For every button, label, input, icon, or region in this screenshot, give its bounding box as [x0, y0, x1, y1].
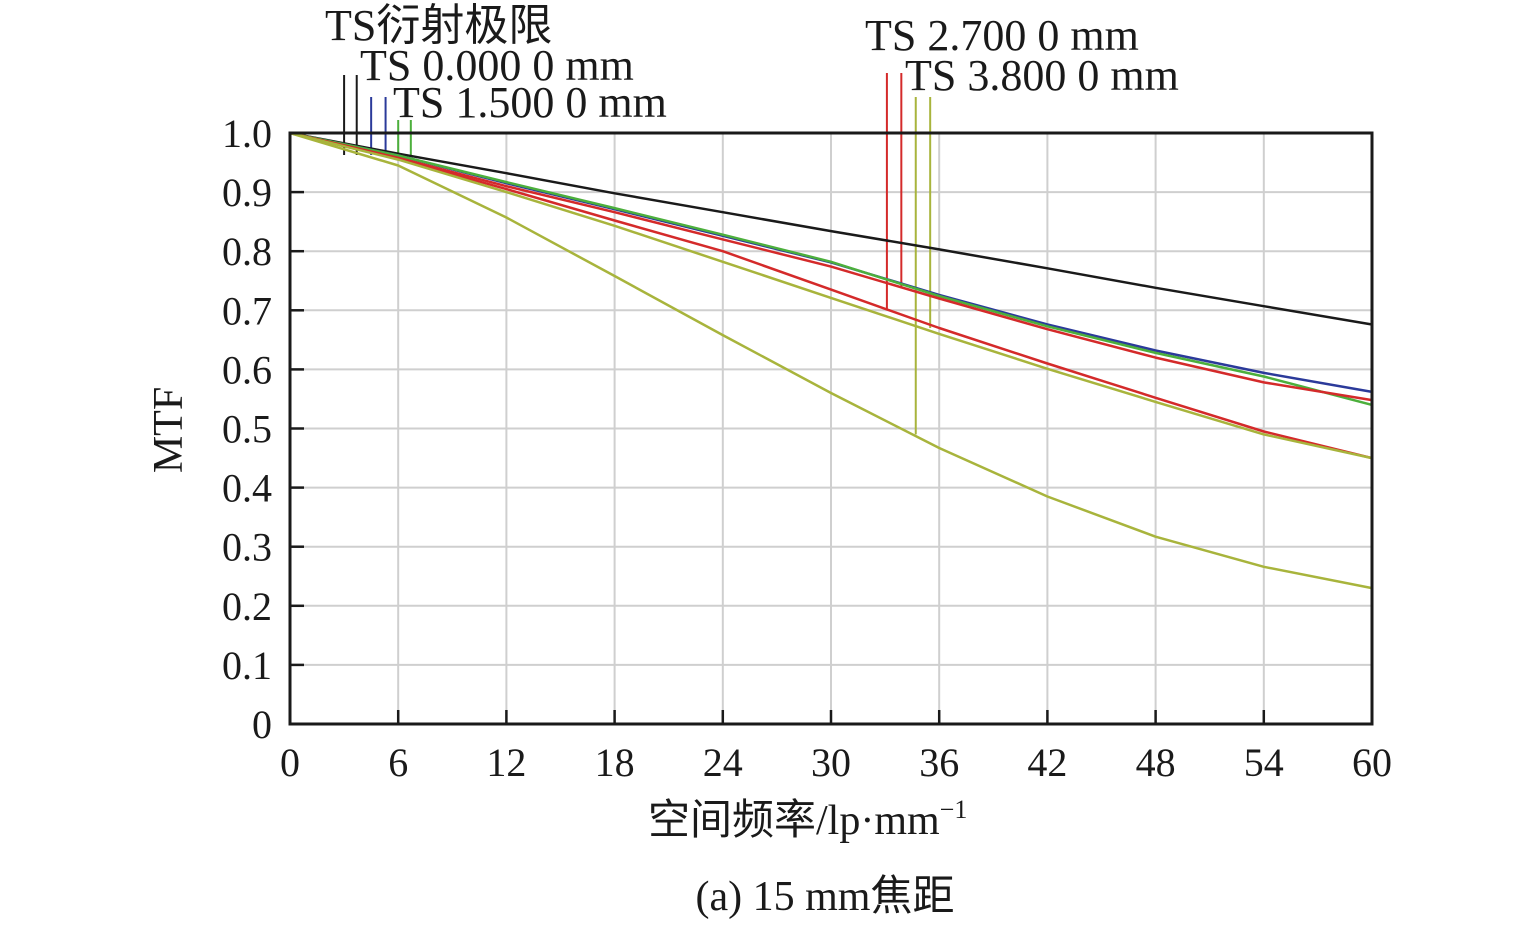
- y-tick-label-10: 1.0: [222, 111, 272, 156]
- legend-label-4: TS 3.800 0 mm: [905, 51, 1179, 100]
- x-tick-label-7: 42: [1027, 740, 1067, 785]
- y-tick-label-9: 0.9: [222, 170, 272, 215]
- y-tick-label-2: 0.2: [222, 584, 272, 629]
- x-tick-label-2: 12: [486, 740, 526, 785]
- y-tick-label-8: 0.8: [222, 229, 272, 274]
- series-line-2: [289, 131, 1373, 407]
- y-tick-label-1: 0.1: [222, 643, 272, 688]
- x-tick-label-0: 0: [280, 740, 300, 785]
- y-tick-label-0: 0: [252, 702, 272, 747]
- x-axis-title-main: 空间频率/lp·mm: [648, 797, 940, 844]
- series-line-0: [289, 131, 1373, 326]
- y-axis-title: MTF: [146, 387, 192, 473]
- x-tick-label-8: 48: [1136, 740, 1176, 785]
- y-tick-label-3: 0.3: [222, 525, 272, 570]
- x-tick-label-4: 24: [703, 740, 743, 785]
- x-tick-label-5: 30: [811, 740, 851, 785]
- x-axis-title-superscript: −1: [940, 795, 968, 824]
- series-lines: [289, 131, 1373, 590]
- x-tick-label-9: 54: [1244, 740, 1284, 785]
- legend-label-0: TS衍射极限: [325, 1, 552, 50]
- figure-caption: (a) 15 mm焦距: [696, 874, 955, 920]
- series-line-5: [289, 131, 1373, 460]
- legend-label-3: TS 2.700 0 mm: [865, 11, 1139, 60]
- legend-marker-lines: [343, 73, 932, 435]
- legend-label-1: TS 0.000 0 mm: [360, 41, 634, 90]
- axis-ticks: 0 6 12 18 24 30 36 42 48 54 60 0 0.1 0.2 0.3 0.4 0.5 0.6 0…: [222, 111, 1392, 785]
- legend-label-2: TS 1.500 0 mm: [393, 78, 667, 127]
- y-tick-label-6: 0.6: [222, 347, 272, 392]
- series-line-4: [289, 131, 1373, 460]
- x-tick-label-3: 18: [595, 740, 635, 785]
- x-axis-title: 空间频率/lp·mm−1: [648, 795, 967, 844]
- series-line-3: [289, 131, 1373, 402]
- y-tick-label-7: 0.7: [222, 288, 272, 333]
- x-tick-label-1: 6: [388, 740, 408, 785]
- x-tick-label-10: 60: [1352, 740, 1392, 785]
- x-tick-label-6: 36: [919, 740, 959, 785]
- y-tick-label-4: 0.4: [222, 466, 272, 511]
- series-line-6: [289, 131, 1373, 590]
- y-tick-label-5: 0.5: [222, 407, 272, 452]
